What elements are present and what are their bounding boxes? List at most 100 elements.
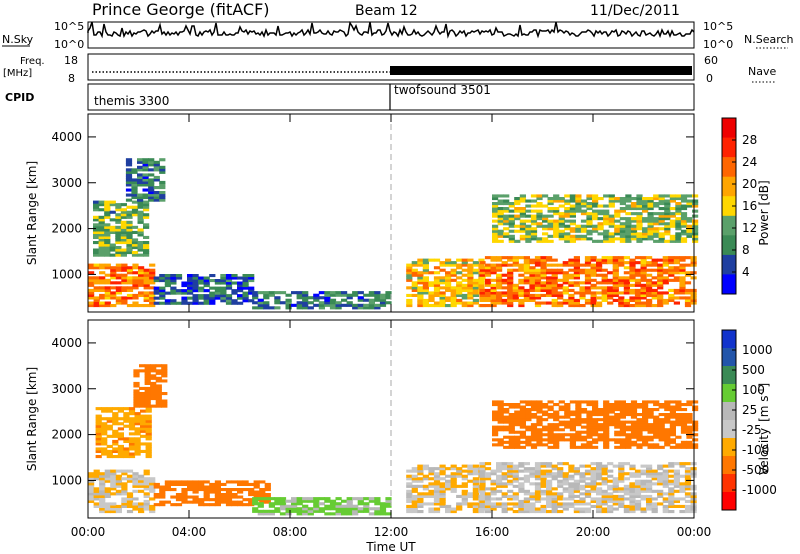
power-cell [579,291,586,295]
power-cell [619,239,626,243]
power-cell [562,276,569,280]
velocity-cell [607,484,614,488]
power-cell [175,276,183,280]
velocity-cell [112,449,119,453]
power-cell [417,276,424,280]
power-cell [658,194,665,198]
power-cell [115,281,122,285]
power-cell [540,283,547,287]
velocity-cell [519,423,526,427]
velocity-cell [519,420,526,424]
power-cell [417,291,424,295]
power-cell [664,204,671,208]
velocity-cell [540,474,547,478]
power-cell [159,301,166,305]
power-cell [461,288,468,292]
velocity-cell [586,400,593,404]
velocity-cell [93,504,100,508]
velocity-cell [603,403,610,407]
velocity-cell [143,469,150,473]
velocity-cell [123,417,130,421]
velocity-cell [507,469,514,473]
velocity-cell [161,366,168,370]
power-cell [664,232,671,236]
velocity-cell [684,487,692,491]
power-cell [496,256,503,260]
velocity-cell [636,420,643,424]
velocity-cell [675,423,682,427]
velocity-cell [110,474,117,478]
power-cell [164,274,171,278]
power-cell [467,266,474,270]
velocity-cell [161,364,168,368]
velocity-cell [653,420,660,424]
velocity-cell [101,439,108,443]
velocity-cell [647,400,654,404]
velocity-cell [428,510,435,514]
velocity-cell [612,494,619,498]
power-cell [497,229,504,233]
velocity-cell [597,418,604,422]
x-tick-label: 00:00 [677,525,712,539]
velocity-cell [558,428,565,432]
velocity-cell [121,499,128,503]
velocity-cell [479,507,486,511]
power-cell [192,274,199,278]
velocity-cell [569,425,576,429]
velocity-cell [95,417,102,421]
velocity-cell [540,479,547,483]
power-cell [341,298,348,302]
power-cell [547,239,554,243]
power-cell [636,227,643,231]
power-cell [88,271,95,275]
power-cell [450,268,457,272]
power-cell [590,263,597,267]
power-cell [675,227,682,231]
power-cell [433,304,441,308]
power-cell [608,224,615,228]
velocity-cell [575,433,582,437]
power-cell [120,248,127,252]
power-cell [592,212,599,216]
power-cell [324,303,331,307]
velocity-cell [346,499,353,503]
velocity-cell [629,482,636,486]
power-cell [142,175,149,179]
velocity-cell [406,492,413,496]
power-cell [612,281,619,285]
power-cell [562,271,569,275]
power-cell [214,279,221,283]
velocity-cell [456,474,463,478]
power-cell [562,261,569,265]
velocity-cell [175,498,183,502]
power-cell [614,227,621,231]
velocity-cell [673,477,680,481]
velocity-cell [433,472,441,476]
power-cell [209,291,216,295]
velocity-cell [274,502,281,506]
power-cell [149,273,156,277]
power-cell [629,263,636,267]
power-cell [612,286,619,290]
power-cell [484,278,492,282]
velocity-cell [231,495,238,499]
velocity-cell [603,413,610,417]
velocity-cell [138,504,145,508]
power-cell [496,258,503,262]
velocity-cell [479,502,486,506]
velocity-cell [291,507,298,511]
power-cell [131,188,138,192]
power-cell [540,261,547,265]
velocity-cell [584,482,592,486]
power-cell [422,278,429,282]
velocity-cell [149,504,156,508]
velocity-cell [150,369,157,373]
velocity-cell [519,418,526,422]
velocity-cell [514,423,521,427]
velocity-cell [374,512,381,516]
velocity-cell [547,440,554,444]
velocity-cell [112,447,119,451]
power-cell [357,306,364,310]
velocity-cell [138,479,145,483]
velocity-cell [132,472,139,476]
